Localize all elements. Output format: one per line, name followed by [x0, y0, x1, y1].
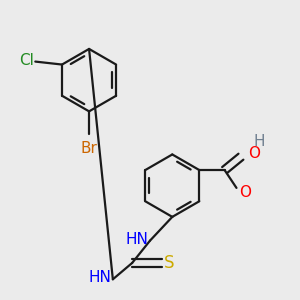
Text: S: S [164, 254, 175, 272]
Text: O: O [239, 185, 251, 200]
Text: Br: Br [81, 141, 98, 156]
Text: HN: HN [126, 232, 148, 247]
Text: O: O [248, 146, 260, 161]
Text: HN: HN [88, 270, 111, 285]
Text: Cl: Cl [19, 52, 34, 68]
Text: H: H [253, 134, 265, 149]
